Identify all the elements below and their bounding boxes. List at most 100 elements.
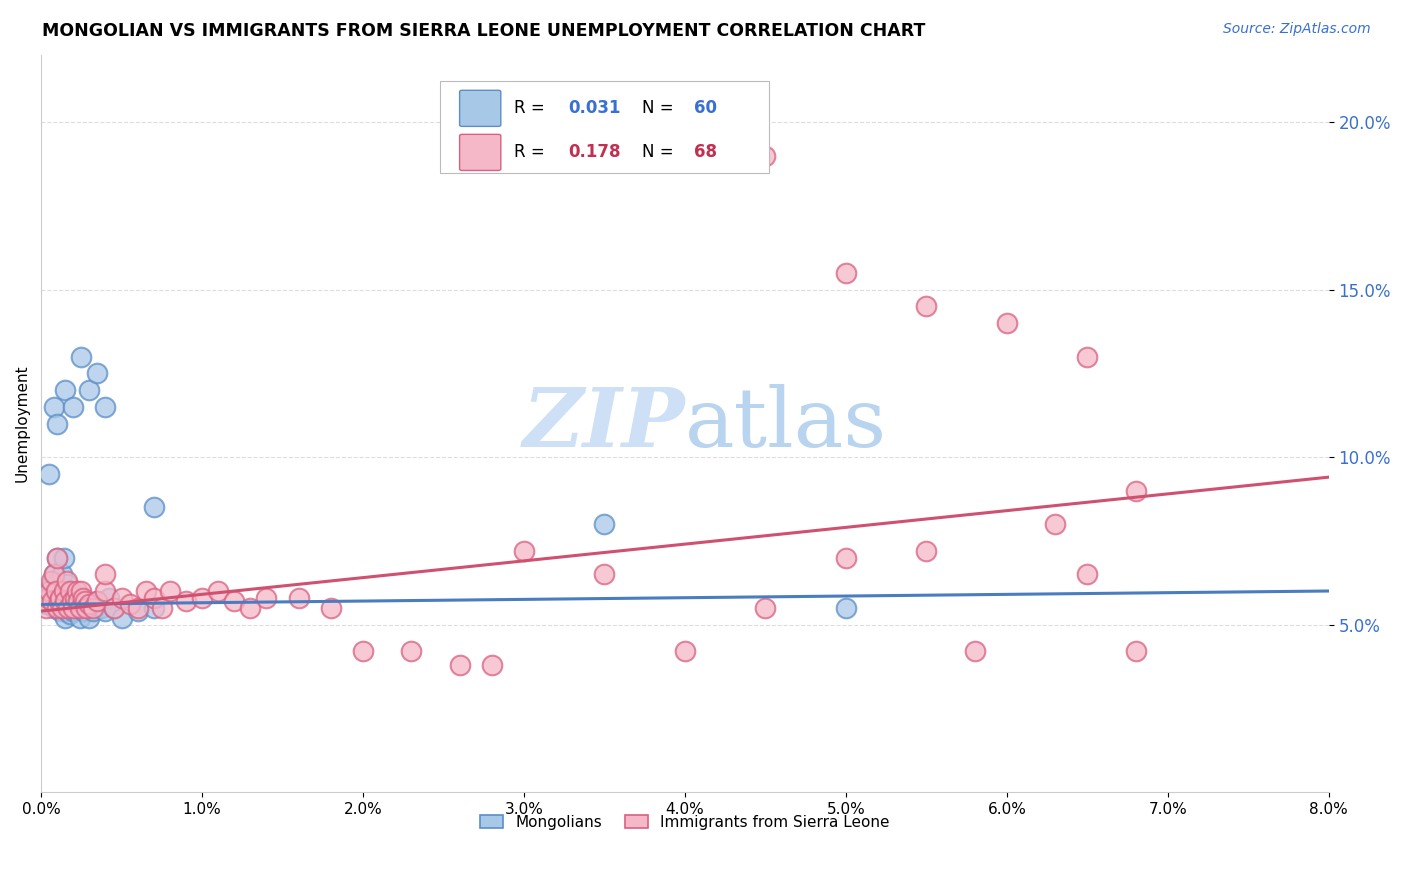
Point bbox=[60, 594, 83, 608]
Text: ZIP: ZIP bbox=[522, 384, 685, 464]
Point bbox=[35, 600, 58, 615]
Point bbox=[51, 600, 73, 615]
Point bbox=[60, 584, 83, 599]
Point bbox=[103, 600, 125, 615]
Point bbox=[94, 567, 117, 582]
Point bbox=[70, 584, 93, 599]
Point bbox=[53, 611, 76, 625]
Point bbox=[49, 604, 72, 618]
Point bbox=[256, 591, 278, 605]
Point bbox=[1076, 350, 1098, 364]
Point bbox=[915, 299, 938, 313]
Text: R =: R = bbox=[513, 99, 550, 118]
Point bbox=[449, 657, 471, 672]
Point bbox=[754, 148, 776, 162]
Point bbox=[86, 594, 108, 608]
Point bbox=[73, 594, 96, 608]
Point bbox=[51, 567, 73, 582]
Point bbox=[83, 598, 105, 612]
Text: 68: 68 bbox=[695, 144, 717, 161]
Point bbox=[53, 594, 76, 608]
Point bbox=[995, 316, 1018, 330]
Point bbox=[49, 591, 72, 605]
Point bbox=[401, 644, 423, 658]
Point bbox=[48, 594, 70, 608]
Point bbox=[35, 598, 58, 612]
Point bbox=[62, 591, 84, 605]
Point bbox=[58, 594, 80, 608]
Point bbox=[46, 584, 69, 599]
Point bbox=[79, 598, 101, 612]
Point bbox=[754, 600, 776, 615]
Point bbox=[59, 591, 82, 605]
Point bbox=[52, 584, 75, 599]
Point bbox=[42, 600, 65, 615]
Point bbox=[103, 600, 125, 615]
Point bbox=[207, 584, 229, 599]
Point bbox=[45, 591, 67, 605]
Point bbox=[593, 516, 616, 531]
Point bbox=[69, 600, 91, 615]
Point bbox=[915, 544, 938, 558]
FancyBboxPatch shape bbox=[460, 135, 501, 170]
Point bbox=[94, 584, 117, 599]
Text: 0.178: 0.178 bbox=[568, 144, 620, 161]
Point bbox=[56, 604, 79, 618]
Point bbox=[38, 467, 60, 481]
Point bbox=[287, 591, 309, 605]
Point bbox=[159, 584, 181, 599]
Point bbox=[38, 591, 60, 605]
Point bbox=[42, 567, 65, 582]
Point bbox=[835, 600, 858, 615]
Point bbox=[174, 594, 197, 608]
Point bbox=[1125, 644, 1147, 658]
Point bbox=[49, 594, 72, 608]
Point bbox=[59, 607, 82, 622]
Point bbox=[86, 594, 108, 608]
Point bbox=[41, 577, 63, 591]
Point bbox=[37, 591, 59, 605]
Point bbox=[62, 600, 84, 615]
Point bbox=[94, 400, 117, 414]
Point bbox=[46, 550, 69, 565]
Point bbox=[79, 600, 101, 615]
Point bbox=[673, 644, 696, 658]
Point bbox=[62, 400, 84, 414]
Point bbox=[82, 600, 104, 615]
Point bbox=[127, 600, 149, 615]
Point bbox=[59, 584, 82, 599]
Point bbox=[58, 600, 80, 615]
Point bbox=[72, 604, 94, 618]
Point bbox=[46, 600, 69, 615]
Point bbox=[46, 417, 69, 431]
Point bbox=[319, 600, 342, 615]
Point bbox=[42, 567, 65, 582]
Point bbox=[135, 584, 157, 599]
Point bbox=[42, 400, 65, 414]
Point bbox=[45, 584, 67, 599]
Point bbox=[110, 611, 132, 625]
Point bbox=[239, 600, 262, 615]
Point bbox=[835, 266, 858, 280]
Point bbox=[79, 383, 101, 397]
Point bbox=[75, 598, 97, 612]
Point bbox=[835, 550, 858, 565]
Point bbox=[53, 383, 76, 397]
Point bbox=[72, 591, 94, 605]
Point bbox=[56, 574, 79, 588]
Point bbox=[51, 584, 73, 599]
Point bbox=[63, 591, 86, 605]
Point bbox=[52, 550, 75, 565]
FancyBboxPatch shape bbox=[460, 90, 501, 127]
Point bbox=[67, 594, 90, 608]
Point bbox=[65, 584, 87, 599]
Point bbox=[110, 591, 132, 605]
Point bbox=[513, 544, 536, 558]
Text: MONGOLIAN VS IMMIGRANTS FROM SIERRA LEONE UNEMPLOYMENT CORRELATION CHART: MONGOLIAN VS IMMIGRANTS FROM SIERRA LEON… bbox=[42, 22, 925, 40]
Point bbox=[38, 584, 60, 599]
Point bbox=[224, 594, 246, 608]
Point bbox=[86, 367, 108, 381]
Point bbox=[97, 591, 120, 605]
Point bbox=[45, 577, 67, 591]
Point bbox=[39, 574, 62, 588]
